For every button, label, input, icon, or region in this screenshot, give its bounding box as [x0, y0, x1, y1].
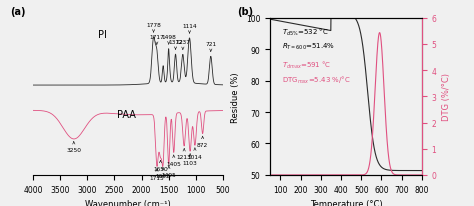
Text: (b): (b): [237, 7, 253, 17]
Text: 1602: 1602: [155, 168, 171, 179]
Y-axis label: Residue (%): Residue (%): [231, 72, 240, 122]
Text: 1495: 1495: [162, 166, 176, 177]
Text: 1372: 1372: [168, 40, 183, 50]
Text: 1498: 1498: [161, 34, 176, 45]
Text: 1114: 1114: [182, 23, 197, 34]
Text: (a): (a): [10, 7, 26, 17]
Text: $T_{d5\%}$=532 °C: $T_{d5\%}$=532 °C: [283, 26, 329, 37]
X-axis label: Wavenumber (cm⁻¹): Wavenumber (cm⁻¹): [85, 199, 171, 206]
Text: 1014: 1014: [188, 148, 202, 159]
X-axis label: Temperature (°C): Temperature (°C): [310, 199, 383, 206]
Text: 1778: 1778: [146, 22, 161, 33]
Text: 1717: 1717: [149, 35, 164, 45]
Text: 3250: 3250: [66, 142, 82, 153]
Text: 872: 872: [197, 137, 208, 147]
Y-axis label: DTG (%/°C): DTG (%/°C): [442, 73, 451, 121]
Text: 1213: 1213: [177, 149, 191, 159]
Text: PAA: PAA: [117, 110, 136, 119]
Text: 1237: 1237: [175, 40, 190, 50]
Text: 1650: 1650: [153, 161, 168, 171]
Text: DTG$_{max}$=5.43 %/°C: DTG$_{max}$=5.43 %/°C: [283, 75, 351, 86]
Text: $R_{T=600}$=51.4%: $R_{T=600}$=51.4%: [283, 41, 336, 52]
Text: 721: 721: [205, 42, 216, 52]
Text: 1715: 1715: [150, 169, 164, 180]
Text: PI: PI: [98, 30, 107, 40]
Text: $T_{dmax}$=591 °C: $T_{dmax}$=591 °C: [283, 59, 332, 70]
Text: 1405: 1405: [166, 155, 181, 166]
Text: 1103: 1103: [183, 154, 198, 165]
